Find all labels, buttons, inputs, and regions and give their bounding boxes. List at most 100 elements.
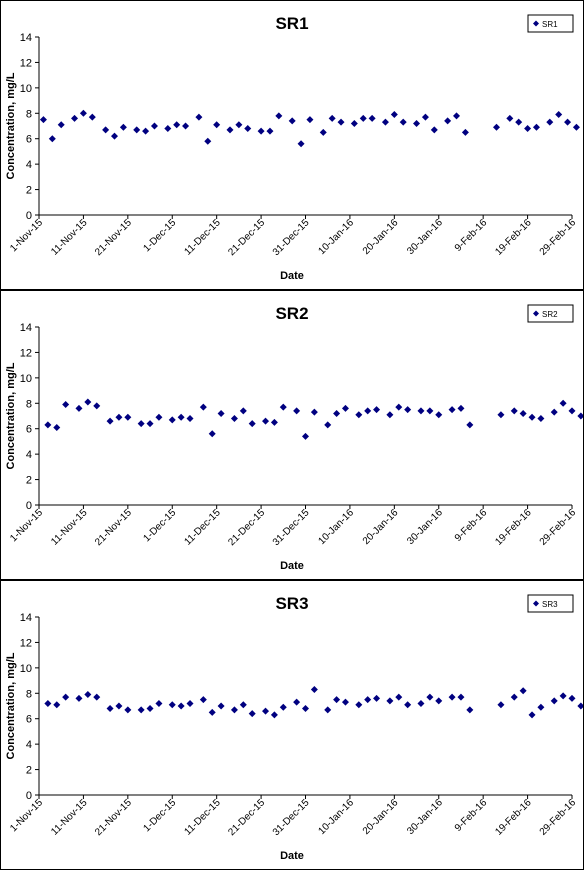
x-tick-label: 21-Nov-15 xyxy=(93,797,134,838)
x-tick-label: 11-Dec-15 xyxy=(183,507,224,548)
legend-marker xyxy=(533,600,539,607)
data-point xyxy=(453,112,461,120)
data-point xyxy=(413,119,421,127)
data-point xyxy=(497,411,505,419)
data-point xyxy=(71,114,79,122)
x-tick-label: 21-Nov-15 xyxy=(93,217,134,258)
data-point xyxy=(115,702,123,710)
x-tick-label: 1-Dec-15 xyxy=(142,797,179,834)
x-tick-label: 1-Nov-15 xyxy=(8,797,45,834)
data-point xyxy=(537,703,545,711)
data-point xyxy=(364,407,372,415)
data-point xyxy=(75,694,83,702)
data-point xyxy=(381,118,389,126)
data-point xyxy=(457,693,465,701)
data-point xyxy=(133,126,141,134)
data-point xyxy=(293,698,301,706)
y-tick-label: 12 xyxy=(20,347,32,359)
x-tick-label: 20-Jan-16 xyxy=(361,797,401,837)
x-tick-label: 20-Jan-16 xyxy=(361,217,401,257)
y-tick-label: 4 xyxy=(26,159,32,171)
data-point xyxy=(62,693,70,701)
data-point xyxy=(430,126,438,134)
data-point xyxy=(319,128,327,136)
data-point xyxy=(111,132,119,140)
data-point xyxy=(93,693,101,701)
data-point xyxy=(182,122,190,130)
data-point xyxy=(510,693,518,701)
data-point xyxy=(426,693,434,701)
chart-title: SR3 xyxy=(275,594,308,613)
data-point xyxy=(270,711,278,719)
data-point xyxy=(79,109,87,117)
data-point xyxy=(506,114,514,122)
data-point xyxy=(270,418,278,426)
data-point xyxy=(208,430,216,438)
data-point xyxy=(266,127,274,135)
data-point xyxy=(435,411,443,419)
data-point xyxy=(230,706,238,714)
y-tick-label: 14 xyxy=(20,32,32,44)
y-tick-label: 6 xyxy=(26,134,32,146)
y-tick-label: 2 xyxy=(26,185,32,197)
x-tick-label: 30-Jan-16 xyxy=(405,797,445,837)
data-point xyxy=(106,705,114,713)
data-point xyxy=(310,408,318,416)
data-point xyxy=(568,407,576,415)
y-tick-label: 6 xyxy=(26,424,32,436)
y-tick-label: 8 xyxy=(26,108,32,120)
data-point xyxy=(333,409,341,417)
data-point xyxy=(168,416,176,424)
data-point xyxy=(404,701,412,709)
data-point xyxy=(302,705,309,713)
x-tick-label: 31-Dec-15 xyxy=(271,797,312,838)
data-point xyxy=(324,706,332,714)
x-tick-label: 1-Dec-15 xyxy=(142,217,179,254)
data-point xyxy=(373,694,381,702)
data-point xyxy=(302,432,309,440)
legend-box xyxy=(527,304,574,323)
data-point xyxy=(75,404,83,412)
data-point xyxy=(550,408,558,416)
data-point xyxy=(368,114,376,122)
y-tick-label: 2 xyxy=(26,765,32,777)
legend-box xyxy=(527,14,574,33)
data-point xyxy=(57,121,65,129)
chart-title: SR2 xyxy=(275,304,308,323)
x-tick-label: 1-Nov-15 xyxy=(8,217,45,254)
data-point xyxy=(448,693,456,701)
data-point xyxy=(168,701,176,709)
x-tick-label: 11-Nov-15 xyxy=(49,797,90,838)
data-point xyxy=(341,698,349,706)
x-tick-label: 11-Dec-15 xyxy=(183,217,224,258)
legend-label: SR2 xyxy=(542,310,558,319)
data-point xyxy=(444,117,452,125)
x-axis-label: Date xyxy=(280,270,304,282)
data-point xyxy=(328,114,336,122)
series-sr1 xyxy=(39,109,580,148)
data-point xyxy=(124,413,132,421)
data-point xyxy=(226,126,234,134)
data-point xyxy=(399,118,407,126)
data-point xyxy=(84,398,92,406)
data-point xyxy=(186,699,194,707)
data-point xyxy=(102,126,110,134)
data-point xyxy=(146,705,154,713)
data-point xyxy=(355,701,363,709)
y-axis-label: Concentration, mg/L xyxy=(5,72,17,179)
y-axis-label: Concentration, mg/L xyxy=(5,652,17,759)
data-point xyxy=(213,121,221,129)
y-tick-label: 14 xyxy=(20,612,32,624)
data-point xyxy=(572,123,580,131)
data-point xyxy=(217,702,225,710)
data-point xyxy=(137,706,145,714)
data-point xyxy=(386,411,394,419)
data-point xyxy=(359,114,367,122)
x-tick-label: 1-Nov-15 xyxy=(8,507,45,544)
x-tick-label: 20-Jan-16 xyxy=(361,507,401,547)
data-point xyxy=(532,123,540,131)
x-tick-label: 29-Feb-16 xyxy=(538,217,579,258)
y-tick-label: 12 xyxy=(20,57,32,69)
data-point xyxy=(568,694,576,702)
data-point xyxy=(217,409,225,417)
